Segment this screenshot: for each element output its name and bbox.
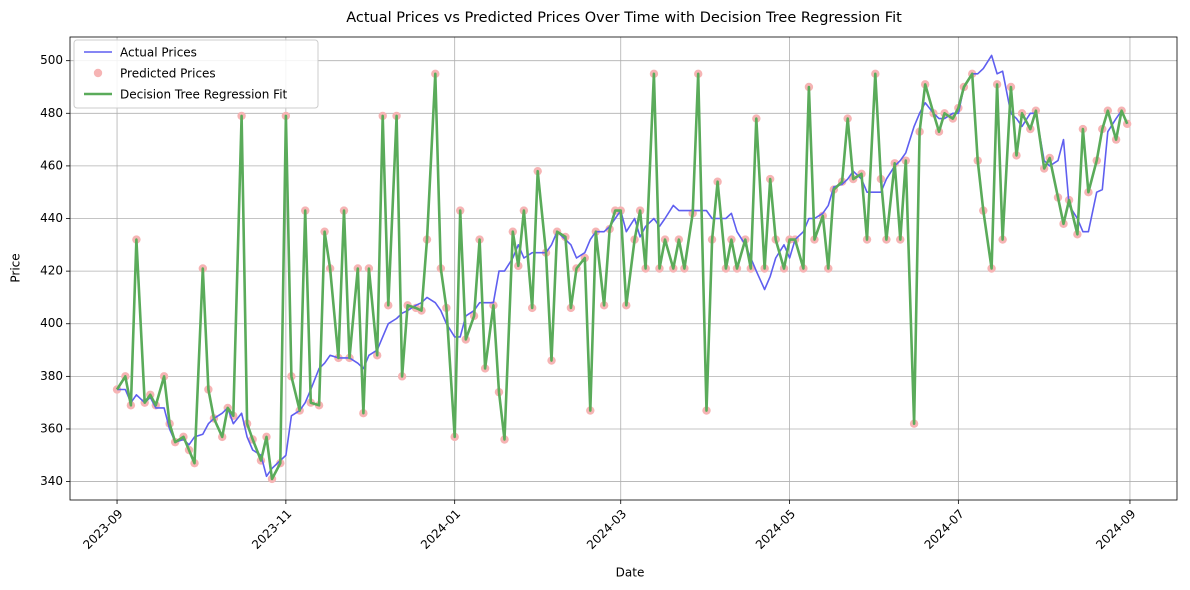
y-tick-label: 500 — [40, 53, 63, 67]
y-tick-label: 460 — [40, 158, 63, 172]
y-tick-label: 340 — [40, 474, 63, 488]
x-tick-label: 2024-09 — [1093, 507, 1138, 552]
x-tick-label: 2023-09 — [80, 507, 125, 552]
x-tick-label: 2024-03 — [584, 507, 629, 552]
legend-label: Actual Prices — [120, 46, 197, 60]
chart-title: Actual Prices vs Predicted Prices Over T… — [346, 10, 902, 26]
y-tick-label: 480 — [40, 106, 63, 120]
line-series — [115, 72, 1129, 481]
x-tick-label: 2023-11 — [249, 507, 294, 552]
x-tick-label: 2024-07 — [922, 507, 967, 552]
y-tick-label: 420 — [40, 264, 63, 278]
y-tick-label: 440 — [40, 211, 63, 225]
legend-label: Predicted Prices — [120, 67, 216, 81]
legend-marker — [93, 68, 103, 78]
legend: Actual Prices Predicted Prices Decision Tr… — [73, 39, 319, 109]
x-tick-label: 2024-01 — [418, 507, 463, 552]
y-axis-label: Price — [9, 253, 23, 282]
x-tick-label: 2024-05 — [753, 507, 798, 552]
legend-label: Decision Tree Regression Fit — [120, 88, 288, 102]
y-tick-label: 380 — [40, 369, 63, 383]
x-axis-label: Date — [616, 566, 645, 580]
legend-box — [73, 39, 319, 109]
y-tick-label: 360 — [40, 421, 63, 435]
y-tick-label: 400 — [40, 316, 63, 330]
plot-frame — [69, 36, 1178, 501]
